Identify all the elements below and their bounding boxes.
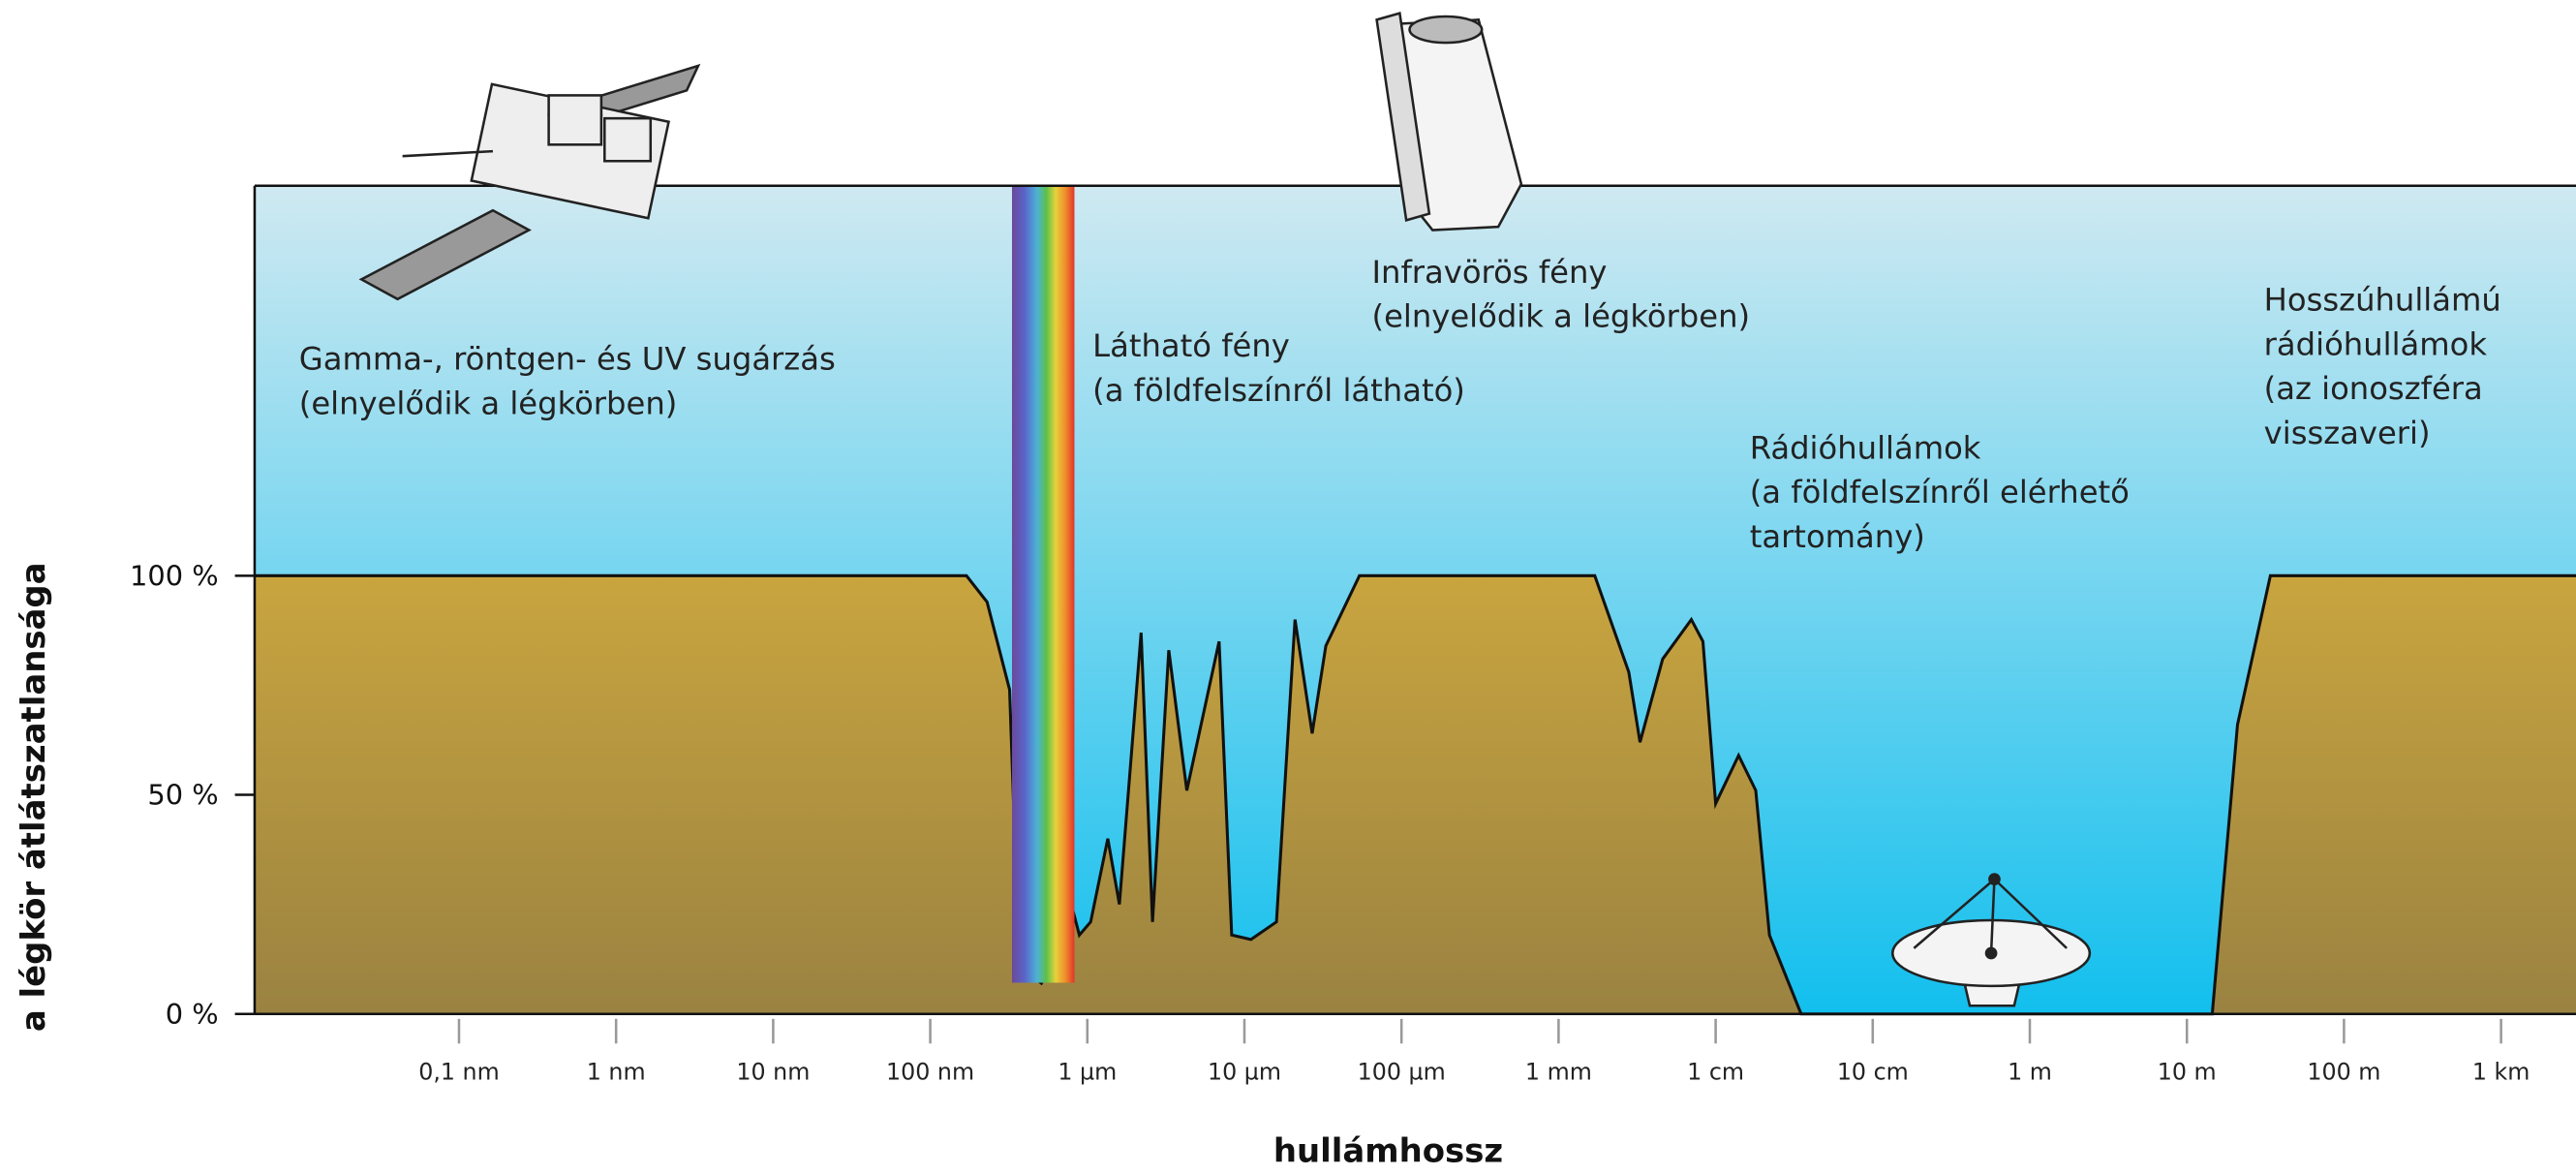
annotation-line: rádióhullámok	[2264, 325, 2488, 362]
telescope-icon	[1375, 11, 1523, 232]
annotation-line: tartomány)	[1750, 518, 1925, 555]
x-tick-label: 1 m	[2008, 1059, 2052, 1086]
x-tick-label: 10 m	[2158, 1059, 2217, 1086]
x-tick-label: 1 µm	[1058, 1059, 1117, 1086]
x-axis-title: hullámhossz	[1273, 1131, 1503, 1169]
visible-spectrum	[1012, 185, 1075, 983]
radio-dish-icon	[1891, 873, 2092, 1007]
x-tick-label: 1 km	[2472, 1059, 2530, 1086]
annotation-line: Hosszúhullámú	[2264, 282, 2501, 319]
annotation-line: (a földfelszínről elérhető	[1750, 474, 2130, 510]
annotation-line: Látható fény	[1092, 327, 1290, 364]
annotation-line: Gamma-, röntgen- és UV sugárzás	[299, 341, 836, 378]
y-tick-label: 50 %	[147, 779, 218, 812]
x-tick-label: 1 mm	[1525, 1059, 1592, 1086]
annotation-line: Rádióhullámok	[1750, 429, 1981, 466]
x-tick-label: 1 nm	[587, 1059, 646, 1086]
annotation-line: (elnyelődik a légkörben)	[1372, 298, 1751, 335]
annotation-line: (az ionoszféra	[2264, 370, 2483, 407]
y-axis-title: a légkör átlátszatlansága	[15, 562, 52, 1032]
annotation-line: visszaveri)	[2264, 415, 2431, 451]
x-tick-label: 100 µm	[1358, 1059, 1446, 1086]
x-tick-label: 1 cm	[1687, 1059, 1744, 1086]
x-tick-label: 0,1 nm	[418, 1059, 500, 1086]
x-tick-label: 10 cm	[1837, 1059, 1909, 1086]
annotation-line: (a földfelszínről látható)	[1092, 372, 1465, 409]
annotation-line: (elnyelődik a légkörben)	[299, 386, 678, 422]
x-tick-label: 100 nm	[886, 1059, 974, 1086]
satellite-icon	[358, 63, 701, 301]
opacity-area	[254, 575, 2576, 1014]
y-tick-label: 0 %	[166, 998, 219, 1031]
x-tick-label: 10 nm	[736, 1059, 810, 1086]
y-tick-label: 100 %	[130, 560, 219, 593]
x-tick-label: 10 µm	[1208, 1059, 1281, 1086]
annotation-line: Infravörös fény	[1372, 254, 1608, 291]
x-tick-label: 100 m	[2307, 1059, 2380, 1086]
